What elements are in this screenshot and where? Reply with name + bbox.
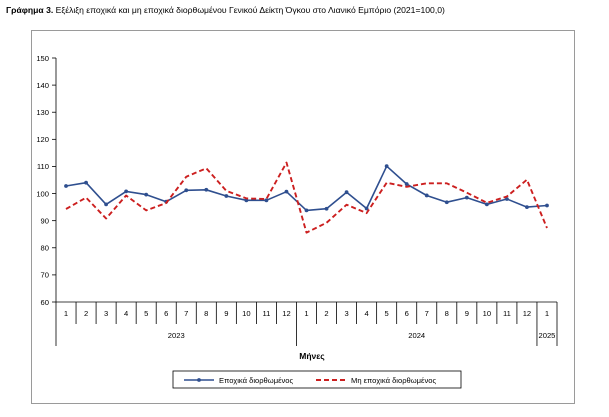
x-tick-label: 10 [242, 309, 250, 318]
x-tick-label: 4 [124, 309, 128, 318]
series-point [284, 189, 289, 194]
series-line [65, 161, 548, 234]
series-point [525, 205, 529, 210]
series-point [224, 194, 229, 198]
x-tick-label: 7 [184, 309, 188, 318]
series-point [444, 200, 449, 205]
series-point [204, 187, 209, 192]
x-tick-label: 1 [304, 309, 308, 318]
x-tick-label: 7 [425, 309, 429, 318]
series-point [505, 197, 509, 201]
x-tick-label: 6 [405, 309, 409, 318]
x-tick-label: 2 [84, 309, 88, 318]
series-point [404, 182, 409, 186]
x-tick-label: 2 [324, 309, 328, 318]
y-tick-label: 60 [41, 298, 49, 307]
x-tick-label: 4 [365, 309, 369, 318]
x-tick-label: 5 [385, 309, 389, 318]
x-tick-label: 11 [503, 309, 511, 318]
chart-frame [31, 30, 575, 404]
y-tick-label: 140 [36, 81, 49, 90]
x-tick-label: 5 [144, 309, 148, 318]
series-point [264, 198, 269, 203]
x-tick-label: 9 [465, 309, 469, 318]
y-tick-label: 120 [36, 135, 49, 144]
series-point [84, 180, 88, 185]
y-tick-label: 130 [36, 108, 49, 117]
x-tick-label: 11 [262, 309, 270, 318]
series-point [104, 202, 108, 207]
year-label: 2024 [408, 331, 425, 340]
series-point [484, 202, 489, 207]
series-point [144, 192, 149, 197]
y-tick-label: 90 [41, 216, 49, 225]
x-tick-label: 1 [545, 309, 549, 318]
series-point [545, 203, 549, 208]
series-point [384, 164, 389, 169]
series-point [344, 190, 349, 195]
x-tick-label: 1 [64, 309, 68, 318]
x-tick-label: 10 [483, 309, 491, 318]
x-tick-label: 8 [445, 309, 449, 318]
series-point [424, 193, 429, 198]
legend-label: Μη εποχικά διορθωμένος [351, 376, 436, 385]
caption-prefix: Γράφημα 3. [6, 5, 54, 15]
x-axis-title: Μήνες [299, 351, 325, 361]
legend-marker [197, 378, 201, 382]
x-tick-label: 3 [104, 309, 108, 318]
chart-caption: Γράφημα 3. Εξέλιξη εποχικά και μη εποχικ… [6, 5, 445, 15]
series-point [464, 195, 469, 200]
year-label: 2023 [168, 331, 185, 340]
year-label: 2025 [539, 331, 556, 340]
series-point [64, 184, 68, 188]
series-point [124, 189, 129, 194]
series-point [304, 208, 309, 213]
y-tick-label: 150 [36, 54, 49, 63]
y-tick-label: 100 [36, 189, 49, 198]
x-tick-label: 12 [282, 309, 290, 318]
series-point [184, 188, 189, 193]
x-tick-label: 8 [204, 309, 208, 318]
y-tick-label: 110 [37, 162, 49, 171]
y-tick-label: 80 [41, 244, 49, 253]
caption-text: Εξέλιξη εποχικά και μη εποχικά διορθωμέν… [55, 5, 445, 15]
series-layer [64, 161, 549, 234]
x-tick-label: 3 [344, 309, 348, 318]
x-tick-label: 12 [523, 309, 531, 318]
y-tick-label: 70 [41, 271, 49, 280]
legend-label: Εποχικά διορθωμένος [219, 376, 293, 385]
x-tick-label: 6 [164, 309, 168, 318]
series-point [364, 206, 369, 211]
series-point [324, 206, 329, 211]
legend: Εποχικά διορθωμένος Μη εποχικά διορθωμένο… [184, 376, 436, 385]
series-point [244, 198, 249, 203]
x-tick-label: 9 [224, 309, 228, 318]
